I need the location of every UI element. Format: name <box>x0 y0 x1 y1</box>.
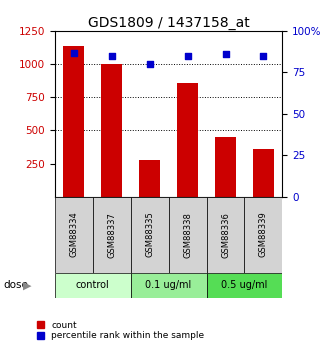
Text: control: control <box>76 280 109 290</box>
Bar <box>55 197 92 273</box>
Legend: count, percentile rank within the sample: count, percentile rank within the sample <box>37 321 204 341</box>
Bar <box>101 64 122 197</box>
Text: GSM88338: GSM88338 <box>183 212 192 257</box>
Bar <box>131 273 206 298</box>
Point <box>223 51 228 57</box>
Text: GSM88336: GSM88336 <box>221 212 230 257</box>
Point <box>109 53 114 59</box>
Bar <box>177 83 198 197</box>
Bar <box>206 273 282 298</box>
Title: GDS1809 / 1437158_at: GDS1809 / 1437158_at <box>88 16 249 30</box>
Bar <box>245 197 282 273</box>
Text: dose: dose <box>3 280 28 290</box>
Text: GSM88337: GSM88337 <box>107 212 116 257</box>
Text: 0.5 ug/ml: 0.5 ug/ml <box>221 280 268 290</box>
Bar <box>215 137 236 197</box>
Bar <box>131 197 169 273</box>
Bar <box>55 273 131 298</box>
Text: GSM88339: GSM88339 <box>259 212 268 257</box>
Point <box>71 50 76 55</box>
Bar <box>253 149 274 197</box>
Bar <box>92 197 131 273</box>
Text: GSM88335: GSM88335 <box>145 212 154 257</box>
Point <box>185 53 190 59</box>
Text: 0.1 ug/ml: 0.1 ug/ml <box>145 280 192 290</box>
Bar <box>206 197 245 273</box>
Text: GSM88334: GSM88334 <box>69 212 78 257</box>
Bar <box>139 160 160 197</box>
Point <box>147 61 152 67</box>
Bar <box>63 46 84 197</box>
Bar <box>169 197 206 273</box>
Text: ▶: ▶ <box>23 280 31 290</box>
Point <box>261 53 266 59</box>
